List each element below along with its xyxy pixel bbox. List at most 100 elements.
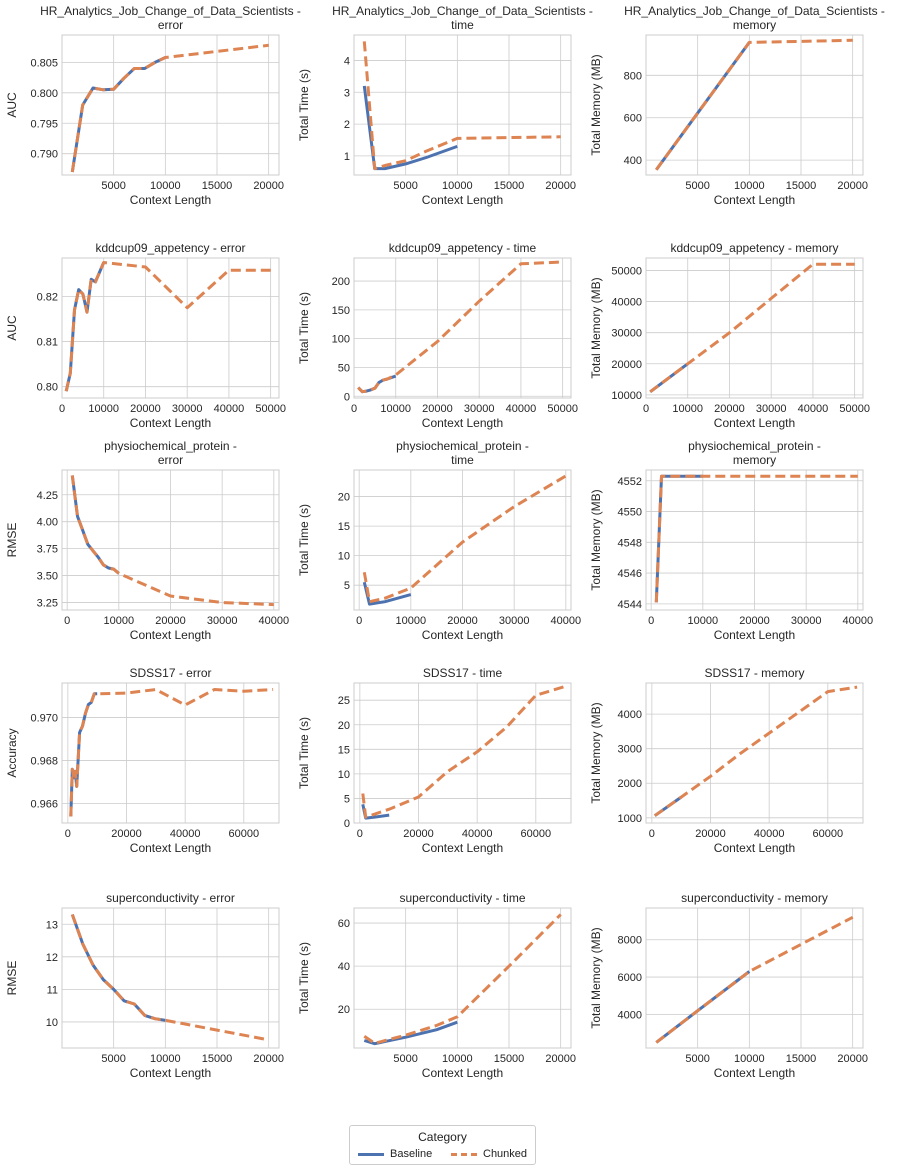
x-axis-label: Context Length <box>422 416 503 430</box>
y-tick-label: 10 <box>46 1017 58 1029</box>
y-axis-label: RMSE <box>5 523 19 558</box>
legend-swatch-baseline <box>358 1152 384 1156</box>
series-line-chunked <box>362 41 561 171</box>
chart-title-line: superconductivity - time <box>399 891 525 905</box>
chart-panel-3: 0 10000 20000 30000 40000 50000 0.80 0.81 0.82 Co… <box>5 241 286 430</box>
plot-frame <box>353 469 572 611</box>
chart-panel-8: 0 10000 20000 30000 40000 4544 4546 4548 4550 455… <box>589 439 873 642</box>
x-tick-label: 50000 <box>255 403 286 415</box>
x-tick-label: 0 <box>643 403 649 415</box>
x-tick-label: 10000 <box>150 180 181 192</box>
x-axis-label: Context Length <box>422 1066 503 1080</box>
y-axis-label: Total Memory (MB) <box>589 277 603 378</box>
y-axis-label: Total Time (s) <box>297 69 311 141</box>
plot-frame <box>61 34 280 176</box>
chart-title-line: HR_Analytics_Job_Change_of_Data_Scientis… <box>40 4 301 18</box>
chart-panel-1: 5000 10000 15000 20000 1 2 3 4 Context Length Tot… <box>297 4 593 207</box>
y-axis-label: Total Time (s) <box>297 292 311 364</box>
y-tick-label: 2 <box>344 119 350 131</box>
x-tick-label: 20000 <box>422 403 453 415</box>
series-line-chunked <box>654 474 858 603</box>
chart-title: physiochemical_protein -time <box>396 439 529 467</box>
y-tick-label: 40 <box>338 961 350 973</box>
x-tick-label: 20000 <box>545 1053 576 1065</box>
y-tick-label: 4546 <box>618 568 642 580</box>
y-tick-label: 20 <box>338 720 350 732</box>
x-tick-label: 5000 <box>393 1053 417 1065</box>
x-tick-label: 50000 <box>547 403 578 415</box>
y-tick-label: 1000 <box>618 813 642 825</box>
x-tick-label: 15000 <box>494 180 525 192</box>
y-tick-label: 6000 <box>618 972 642 984</box>
x-axis-label: Context Length <box>422 193 503 207</box>
y-axis-label: Total Memory (MB) <box>589 489 603 590</box>
plot-frame <box>645 34 864 176</box>
chart-title-line: physiochemical_protein - <box>688 439 821 453</box>
y-tick-label: 150 <box>332 305 350 317</box>
chart-panel-13: 5000 10000 15000 20000 20 40 60 Context Length T… <box>297 891 576 1080</box>
y-axis-label: Total Time (s) <box>297 504 311 576</box>
y-tick-label: 10 <box>338 551 350 563</box>
x-tick-label: 15000 <box>202 180 233 192</box>
y-tick-label: 600 <box>624 113 642 125</box>
series-group <box>64 261 271 392</box>
y-tick-label: 1 <box>344 151 350 163</box>
chart-title: superconductivity - memory <box>681 891 828 905</box>
chart-title-line: kddcup09_appetency - error <box>95 241 245 255</box>
y-tick-label: 100 <box>332 334 350 346</box>
y-tick-label: 0.968 <box>30 756 58 768</box>
y-tick-label: 13 <box>46 919 58 931</box>
chart-panel-7: 0 10000 20000 30000 40000 5 10 15 20 Context Leng… <box>297 439 581 642</box>
series-group <box>362 474 567 606</box>
x-axis-label: Context Length <box>130 193 211 207</box>
y-tick-label: 0.82 <box>37 291 58 303</box>
x-tick-label: 30000 <box>207 615 238 627</box>
chart-title: physiochemical_protein -memory <box>688 439 821 467</box>
y-tick-label: 60 <box>338 918 350 930</box>
legend-label-chunked: Chunked <box>483 1148 528 1160</box>
y-tick-label: 4.00 <box>37 517 58 529</box>
y-tick-label: 4000 <box>618 709 642 721</box>
x-tick-label: 60000 <box>521 828 552 840</box>
legend-title: Category <box>418 1130 467 1144</box>
x-axis-label: Context Length <box>130 416 211 430</box>
x-axis-label: Context Length <box>130 628 211 642</box>
plot-frame <box>645 907 864 1049</box>
series-line-baseline <box>70 56 166 173</box>
x-tick-label: 0 <box>65 828 71 840</box>
series-group <box>655 38 853 171</box>
x-tick-label: 15000 <box>786 180 817 192</box>
series-line-baseline <box>69 692 98 817</box>
series-line-chunked <box>655 38 853 171</box>
y-tick-label: 30000 <box>611 328 642 340</box>
y-tick-label: 15 <box>338 521 350 533</box>
series-line-chunked <box>70 913 269 1042</box>
y-axis-label: AUC <box>5 92 19 118</box>
y-tick-label: 20 <box>338 1004 350 1016</box>
x-tick-label: 0 <box>649 828 655 840</box>
y-tick-label: 4.25 <box>37 490 58 502</box>
x-tick-label: 15000 <box>494 1053 525 1065</box>
series-line-chunked <box>361 684 566 819</box>
x-axis-label: Context Length <box>130 841 211 855</box>
y-tick-label: 0 <box>344 391 350 403</box>
x-tick-label: 10000 <box>734 1053 765 1065</box>
legend-swatch-chunked <box>451 1152 477 1156</box>
chart-title-line: error <box>158 453 183 467</box>
y-tick-label: 10 <box>338 769 350 781</box>
y-tick-label: 12 <box>46 952 58 964</box>
x-tick-label: 20000 <box>739 615 770 627</box>
chart-title-line: kddcup09_appetency - memory <box>670 241 838 255</box>
series-line-chunked <box>362 474 567 604</box>
x-tick-label: 30000 <box>172 403 203 415</box>
x-tick-label: 40000 <box>798 403 829 415</box>
y-tick-label: 0.966 <box>30 799 58 811</box>
x-tick-label: 0 <box>648 615 654 627</box>
y-tick-label: 200 <box>332 276 350 288</box>
y-tick-label: 0.805 <box>30 57 58 69</box>
x-tick-label: 20000 <box>695 828 726 840</box>
x-tick-label: 50000 <box>839 403 870 415</box>
chart-panel-2: 5000 10000 15000 20000 400 600 800 Context Leng… <box>589 4 885 207</box>
chart-title-line: superconductivity - error <box>106 891 235 905</box>
series-group <box>70 913 269 1042</box>
